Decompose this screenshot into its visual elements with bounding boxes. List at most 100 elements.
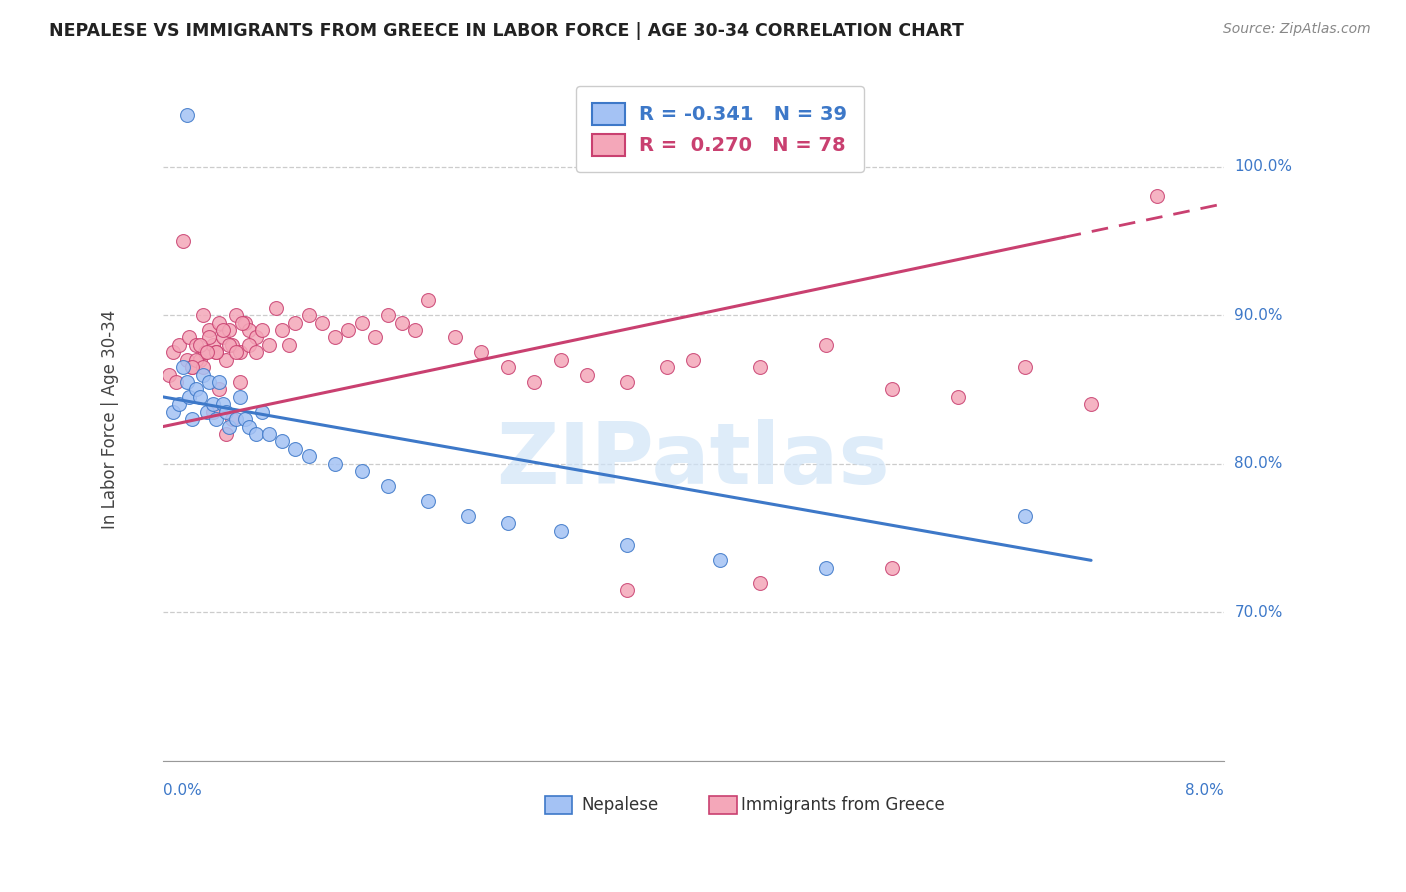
Point: [245, 330, 267, 344]
Point: [184, 352, 207, 367]
Point: [215, 427, 238, 442]
Point: [882, 561, 904, 575]
Point: [748, 575, 770, 590]
Point: [211, 330, 233, 344]
Point: [457, 508, 479, 523]
Point: [162, 405, 184, 419]
Text: 0.0%: 0.0%: [163, 783, 201, 798]
Point: [225, 308, 247, 322]
Point: [576, 368, 599, 382]
Point: [1014, 508, 1036, 523]
Point: [404, 323, 426, 337]
Point: [245, 345, 267, 359]
Point: [257, 338, 280, 352]
Text: Immigrants from Greece: Immigrants from Greece: [741, 797, 945, 814]
Point: [165, 375, 187, 389]
Point: [215, 352, 238, 367]
Point: [184, 338, 207, 352]
Point: [748, 360, 770, 375]
Point: [215, 405, 238, 419]
Text: In Labor Force | Age 30-34: In Labor Force | Age 30-34: [101, 310, 118, 529]
Point: [181, 360, 204, 375]
Point: [218, 323, 240, 337]
Point: [231, 316, 253, 330]
Point: [682, 352, 704, 367]
Point: [195, 345, 218, 359]
Point: [298, 308, 321, 322]
Point: [176, 352, 198, 367]
Point: [172, 234, 194, 248]
Point: [191, 308, 214, 322]
Point: [218, 419, 240, 434]
Point: [337, 323, 360, 337]
Point: [198, 330, 221, 344]
Point: [364, 330, 387, 344]
Point: [211, 323, 233, 337]
Point: [179, 330, 201, 344]
Point: [1146, 189, 1168, 203]
Point: [550, 352, 572, 367]
Point: [238, 419, 260, 434]
Point: [205, 345, 228, 359]
Point: [181, 360, 204, 375]
Point: [550, 524, 572, 538]
Point: [284, 442, 307, 456]
Point: [416, 293, 439, 308]
Point: [277, 338, 299, 352]
Point: [350, 316, 373, 330]
Point: [814, 561, 837, 575]
Point: [202, 405, 225, 419]
Text: 100.0%: 100.0%: [1234, 159, 1292, 174]
Point: [1080, 397, 1102, 411]
Point: [221, 338, 243, 352]
Point: [1014, 360, 1036, 375]
Point: [814, 338, 837, 352]
Text: 8.0%: 8.0%: [1185, 783, 1223, 798]
Point: [181, 412, 204, 426]
Point: [202, 338, 225, 352]
Point: [198, 323, 221, 337]
Point: [218, 338, 240, 352]
Point: [159, 368, 181, 382]
Point: [252, 405, 274, 419]
Point: [205, 412, 228, 426]
Point: [443, 330, 465, 344]
Point: [172, 360, 194, 375]
Point: [323, 330, 346, 344]
Point: [523, 375, 546, 389]
Point: [496, 516, 519, 531]
Text: 80.0%: 80.0%: [1234, 456, 1282, 471]
Point: [162, 345, 184, 359]
Point: [207, 383, 229, 397]
Point: [225, 345, 247, 359]
Legend: R = -0.341   N = 39, R =  0.270   N = 78: R = -0.341 N = 39, R = 0.270 N = 78: [576, 87, 863, 172]
Point: [205, 345, 228, 359]
Point: [391, 316, 413, 330]
Point: [176, 107, 198, 121]
Point: [194, 345, 217, 359]
Point: [233, 316, 256, 330]
Point: [188, 390, 211, 404]
Point: [416, 494, 439, 508]
Point: [323, 457, 346, 471]
Point: [176, 375, 198, 389]
Point: [202, 397, 225, 411]
Point: [350, 464, 373, 478]
Point: [191, 368, 214, 382]
Point: [195, 405, 218, 419]
Point: [377, 308, 399, 322]
Point: [298, 450, 321, 464]
FancyBboxPatch shape: [709, 797, 737, 814]
Point: [257, 427, 280, 442]
Point: [167, 338, 190, 352]
Point: [238, 323, 260, 337]
Point: [377, 479, 399, 493]
Point: [207, 375, 229, 389]
Point: [221, 412, 243, 426]
Point: [496, 360, 519, 375]
Text: 70.0%: 70.0%: [1234, 605, 1282, 620]
Text: NEPALESE VS IMMIGRANTS FROM GREECE IN LABOR FORCE | AGE 30-34 CORRELATION CHART: NEPALESE VS IMMIGRANTS FROM GREECE IN LA…: [49, 22, 965, 40]
Point: [470, 345, 492, 359]
Point: [233, 412, 256, 426]
Point: [188, 338, 211, 352]
